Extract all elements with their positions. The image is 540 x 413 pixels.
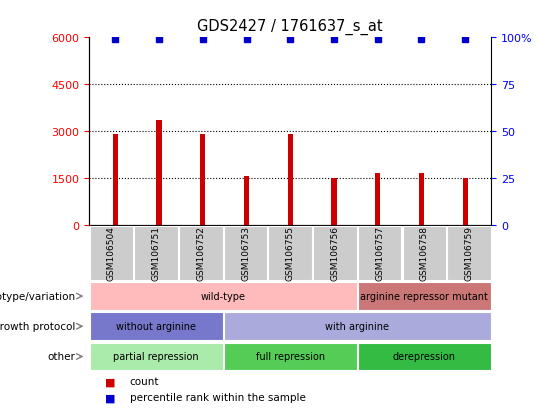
Bar	[157, 121, 161, 225]
Text: percentile rank within the sample: percentile rank within the sample	[130, 392, 306, 402]
Bar	[463, 178, 468, 225]
Text: derepression: derepression	[393, 351, 456, 362]
Bar	[288, 135, 293, 225]
Bar	[419, 174, 424, 225]
Text: GSM106504: GSM106504	[107, 226, 116, 281]
Bar	[200, 135, 205, 225]
Text: without arginine: without arginine	[116, 321, 196, 332]
Text: full repression: full repression	[255, 351, 325, 362]
Title: GDS2427 / 1761637_s_at: GDS2427 / 1761637_s_at	[198, 19, 383, 35]
Text: count: count	[130, 377, 159, 387]
Text: GSM106757: GSM106757	[375, 226, 384, 281]
Text: arginine repressor mutant: arginine repressor mutant	[360, 291, 488, 301]
Text: other: other	[48, 351, 76, 362]
Text: GSM106756: GSM106756	[330, 226, 340, 281]
Text: GSM106752: GSM106752	[197, 226, 205, 281]
Bar	[332, 178, 336, 225]
Text: partial repression: partial repression	[113, 351, 199, 362]
Text: GSM106755: GSM106755	[286, 226, 295, 281]
Bar	[113, 135, 118, 225]
Bar	[244, 177, 249, 225]
Text: genotype/variation: genotype/variation	[0, 291, 76, 301]
Text: ■: ■	[105, 392, 116, 402]
Text: ■: ■	[105, 377, 116, 387]
Text: GSM106758: GSM106758	[420, 226, 429, 281]
Bar	[375, 174, 380, 225]
Text: with arginine: with arginine	[325, 321, 389, 332]
Text: GSM106759: GSM106759	[464, 226, 474, 281]
Text: wild-type: wild-type	[201, 291, 246, 301]
Text: GSM106751: GSM106751	[152, 226, 161, 281]
Text: GSM106753: GSM106753	[241, 226, 250, 281]
Text: growth protocol: growth protocol	[0, 321, 76, 332]
